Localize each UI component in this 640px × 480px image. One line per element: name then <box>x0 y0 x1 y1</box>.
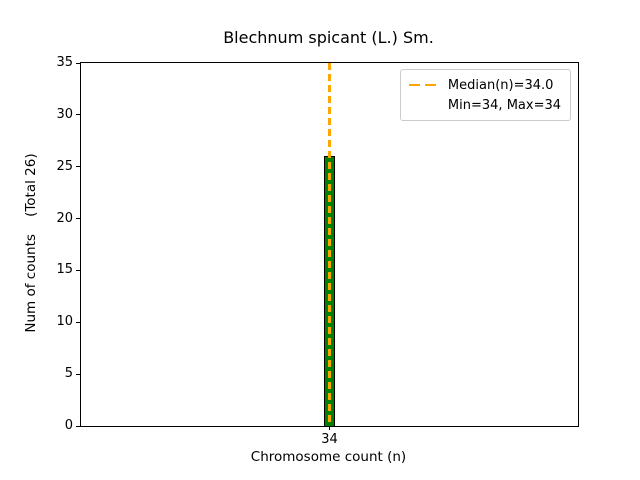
y-tick-mark <box>76 321 80 323</box>
y-tick-mark <box>76 373 80 375</box>
x-tick-mark <box>329 426 330 430</box>
x-tick-label: 34 <box>321 432 338 447</box>
y-tick-mark <box>76 269 80 271</box>
x-axis-label: Chromosome count (n) <box>250 449 407 465</box>
y-tick-mark <box>76 62 80 64</box>
legend: Median(n)=34.0 Min=34, Max=34 <box>399 69 571 121</box>
y-tick-label: 25 <box>56 158 73 174</box>
plot-area: 0 5 10 15 20 25 30 35 34 Median(n)=34.0 Min=34,… <box>56 55 579 447</box>
legend-label-median: Median(n)=34.0 <box>447 77 554 93</box>
y-tick-label: 5 <box>64 366 73 382</box>
y-tick-mark <box>76 425 80 427</box>
y-tick-label: 35 <box>56 55 73 70</box>
y-tick-mark <box>76 218 80 220</box>
median-dashed-line-swatch <box>408 83 439 87</box>
chart-title: Blechnum spicant (L.) Sm. <box>223 28 434 47</box>
legend-entry-median: Median(n)=34.0 <box>408 75 561 95</box>
y-tick-label: 0 <box>64 418 73 433</box>
y-tick-mark <box>76 166 80 168</box>
y-tick-label: 10 <box>56 314 73 330</box>
legend-label-minmax: Min=34, Max=34 <box>447 97 561 113</box>
y-tick-label: 15 <box>56 262 73 278</box>
y-tick-mark <box>76 114 80 116</box>
legend-entry-minmax: Min=34, Max=34 <box>409 95 561 115</box>
median-line <box>328 63 331 426</box>
y-tick-label: 20 <box>56 210 73 226</box>
y-tick-label: 30 <box>56 106 73 122</box>
y-axis-label: Num of counts (Total 26) <box>23 153 39 333</box>
